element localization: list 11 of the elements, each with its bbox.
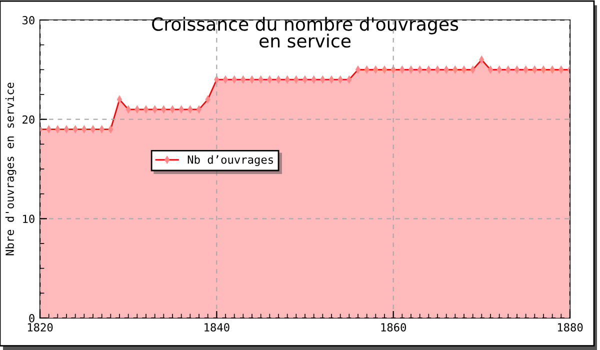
chart-title: Croissance du nombre d'ouvrages en service <box>152 16 458 48</box>
x-tick-label: 1840 <box>204 323 230 332</box>
legend-label: Nb d’ouvrages <box>188 155 273 166</box>
y-tick-label: 20 <box>22 115 34 124</box>
y-axis-title: Nbre d'ouvrages en service <box>5 82 16 256</box>
y-tick-label: 0 <box>29 314 34 322</box>
y-tick-label: 10 <box>23 214 34 224</box>
x-tick-label: 1820 <box>28 323 53 332</box>
y-tick-label: 30 <box>22 16 34 24</box>
x-tick-label: 1880 <box>558 323 583 332</box>
x-tick-label: 1860 <box>381 323 406 332</box>
